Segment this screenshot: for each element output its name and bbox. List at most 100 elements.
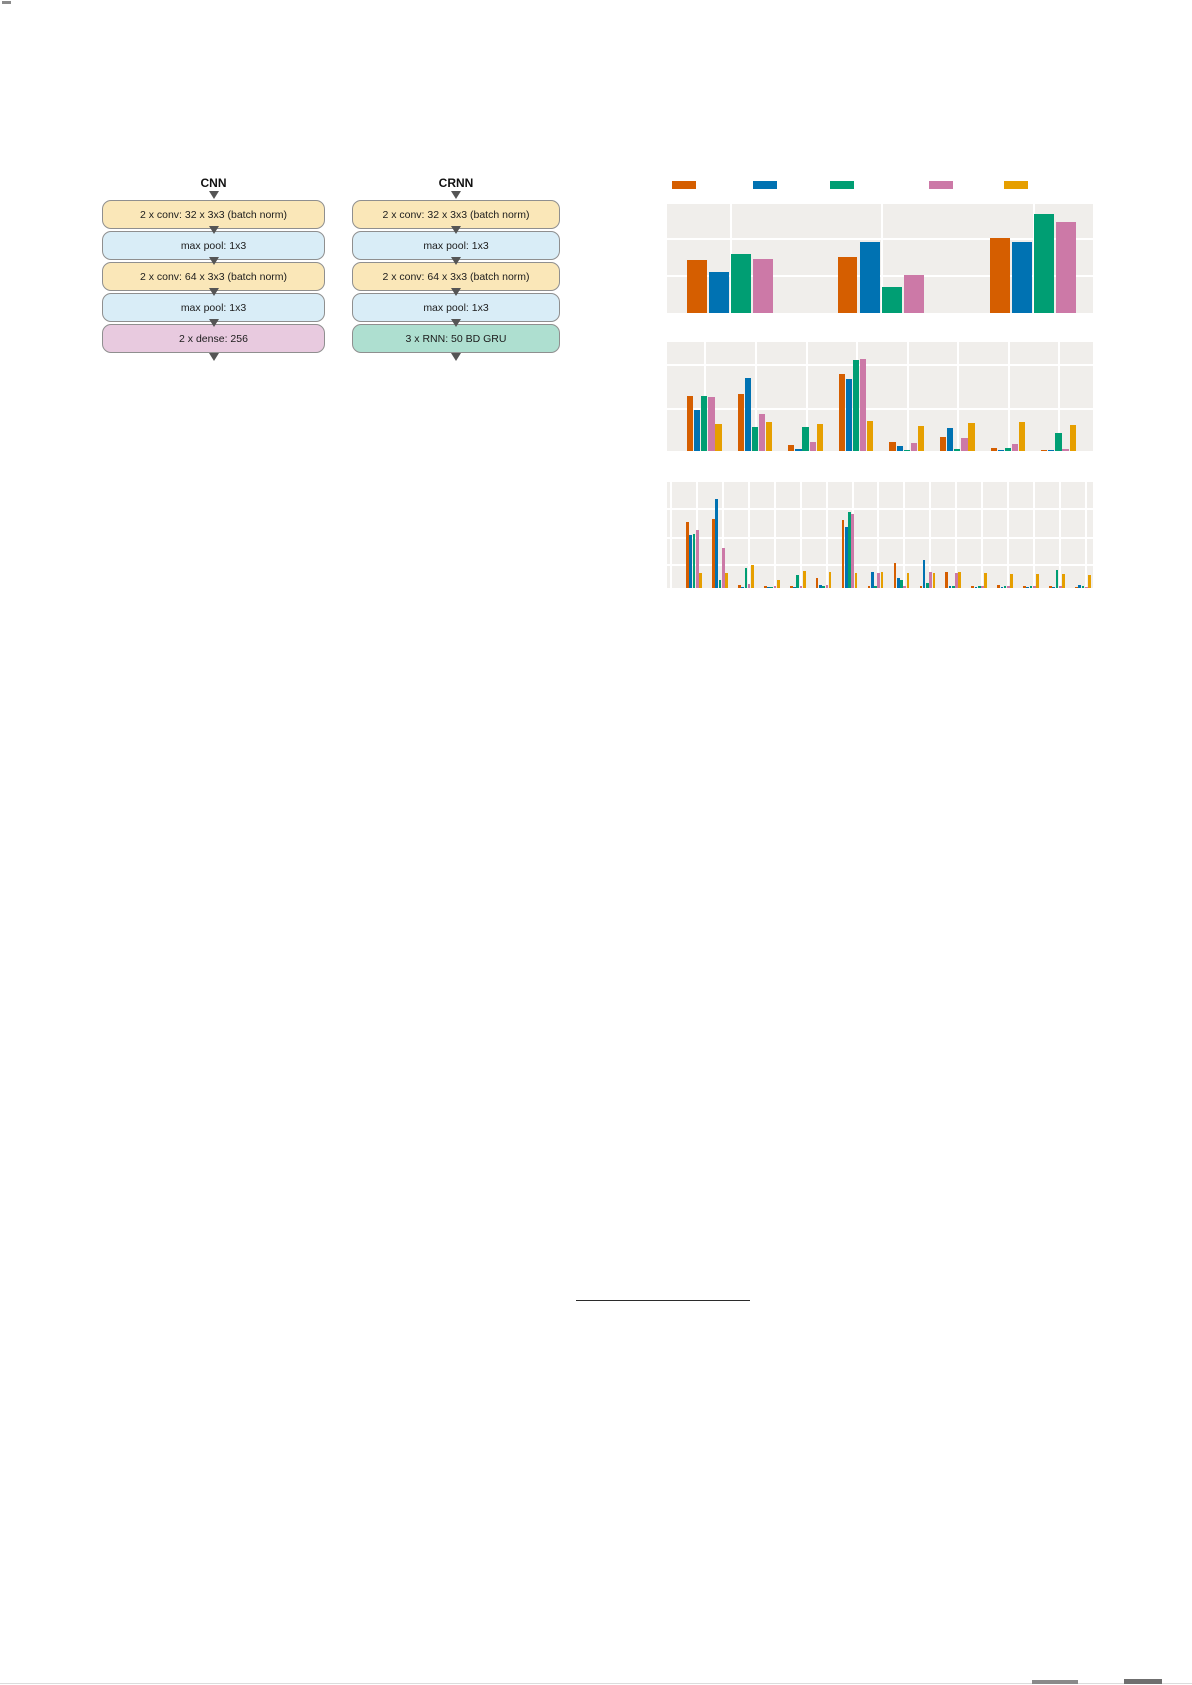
crnn-layer-box-pool: max pool: 1x3	[352, 293, 560, 322]
bar-amber-g11	[958, 572, 962, 588]
bar-vermillion-g5	[889, 442, 896, 451]
vertical-gridline	[1033, 204, 1035, 313]
bar-pink-g5	[910, 443, 917, 451]
bar-green-g2	[718, 580, 722, 588]
bar-pink-g3	[809, 442, 816, 451]
bar-pink-g7	[1011, 444, 1019, 451]
vertical-gridline	[730, 204, 732, 313]
horizontal-gridline	[667, 408, 1093, 410]
bar-vermillion-g8	[1041, 450, 1048, 451]
bar-green-g16	[1081, 586, 1085, 588]
bar-amber-g5	[802, 571, 806, 588]
vertical-gridline	[981, 482, 983, 588]
bar-blue-group-2	[860, 242, 880, 313]
vertical-gridline	[806, 342, 808, 451]
bar-blue-g11	[948, 586, 952, 588]
bar-amber-g12	[984, 573, 988, 588]
bar-amber-g10	[932, 573, 936, 588]
vertical-gridline	[929, 482, 931, 588]
bar-vermillion-g15	[1049, 586, 1052, 588]
bar-pink-g15	[1058, 586, 1062, 588]
bar-vermillion-g7	[841, 520, 845, 588]
bar-green-g12	[977, 586, 981, 588]
flow-arrow-down-icon	[451, 191, 461, 199]
bar-chart-bottom	[667, 482, 1093, 588]
vertical-gridline	[800, 482, 802, 588]
bar-pink-g9	[903, 586, 907, 588]
bar-green-g5	[796, 575, 800, 588]
bar-amber-g2	[725, 573, 728, 588]
bar-blue-g5	[896, 446, 903, 451]
vertical-gridline	[955, 482, 957, 588]
bar-amber-g4	[776, 580, 780, 588]
bar-pink-group-3	[1056, 222, 1076, 313]
bar-green-g4	[770, 587, 774, 588]
bar-green-g8	[1055, 433, 1062, 451]
bar-vermillion-g4	[763, 586, 767, 588]
bar-blue-g6	[947, 428, 954, 451]
bar-blue-g10	[922, 560, 926, 588]
horizontal-gridline	[667, 238, 1093, 240]
bar-blue-g1	[689, 535, 693, 588]
bar-green-g7	[1004, 448, 1011, 451]
bar-vermillion-g3	[738, 585, 741, 588]
bar-vermillion-g2	[737, 394, 744, 451]
flow-arrow-down-icon	[451, 319, 461, 327]
bar-amber-g3	[816, 424, 823, 451]
bar-blue-g3	[741, 587, 744, 588]
vertical-gridline	[670, 482, 672, 588]
bar-green-g1	[701, 396, 708, 451]
vertical-gridline	[1033, 482, 1035, 588]
bar-chart-top	[667, 204, 1093, 313]
legend-swatch-green	[830, 181, 854, 189]
bar-vermillion-g1	[687, 396, 694, 451]
bar-amber-g15	[1062, 574, 1065, 588]
vertical-gridline	[1058, 342, 1060, 451]
bar-blue-g7	[997, 450, 1004, 451]
horizontal-gridline	[667, 537, 1093, 539]
vertical-gridline	[755, 342, 757, 451]
bar-pink-group-1	[753, 259, 773, 313]
bar-amber-g16	[1088, 575, 1091, 588]
horizontal-gridline	[667, 564, 1093, 566]
bar-vermillion-g12	[971, 586, 975, 588]
bar-blue-g2	[715, 499, 719, 588]
bar-pink-group-2	[904, 275, 924, 313]
bar-amber-g2	[766, 422, 773, 451]
flow-arrow-down-icon	[208, 226, 219, 234]
page-bottom-hairline	[0, 1683, 1192, 1684]
vertical-gridline	[774, 482, 776, 588]
bar-pink-g8	[1062, 449, 1069, 451]
footnote-separator-rule	[576, 1300, 750, 1301]
bar-green-g9	[900, 580, 903, 588]
bar-pink-g1	[708, 397, 715, 451]
vertical-gridline	[1059, 482, 1061, 588]
bar-pink-g7	[851, 514, 855, 588]
bar-green-group-3	[1034, 214, 1054, 313]
flow-arrow-down-icon	[208, 319, 219, 327]
legend-swatch-amber	[1004, 181, 1028, 189]
flow-arrow-down-icon	[208, 257, 219, 265]
cnn-layer-box-pool: max pool: 1x3	[102, 293, 325, 322]
bar-green-g6	[954, 449, 961, 451]
bar-vermillion-group-3	[990, 238, 1010, 313]
flow-arrow-down-icon	[208, 288, 219, 296]
vertical-gridline	[877, 482, 879, 588]
bar-amber-g6	[968, 423, 975, 451]
bar-green-g11	[951, 586, 955, 588]
flow-arrow-down-icon	[208, 353, 219, 361]
bar-vermillion-g16	[1075, 587, 1078, 588]
bar-pink-g4	[773, 586, 777, 588]
bar-pink-g10	[929, 572, 932, 588]
bar-vermillion-g8	[867, 586, 871, 588]
bar-blue-g12	[974, 587, 978, 588]
legend-swatch-pink	[929, 181, 953, 189]
vertical-gridline	[881, 204, 883, 313]
bottom-right-print-artifact	[1032, 1680, 1078, 1684]
bar-vermillion-g6	[940, 437, 947, 451]
bar-vermillion-g13	[997, 585, 1000, 588]
bar-blue-group-3	[1012, 242, 1032, 313]
crnn-layer-box-conv: 2 x conv: 64 x 3x3 (batch norm)	[352, 262, 560, 291]
bar-amber-g8	[880, 572, 884, 588]
